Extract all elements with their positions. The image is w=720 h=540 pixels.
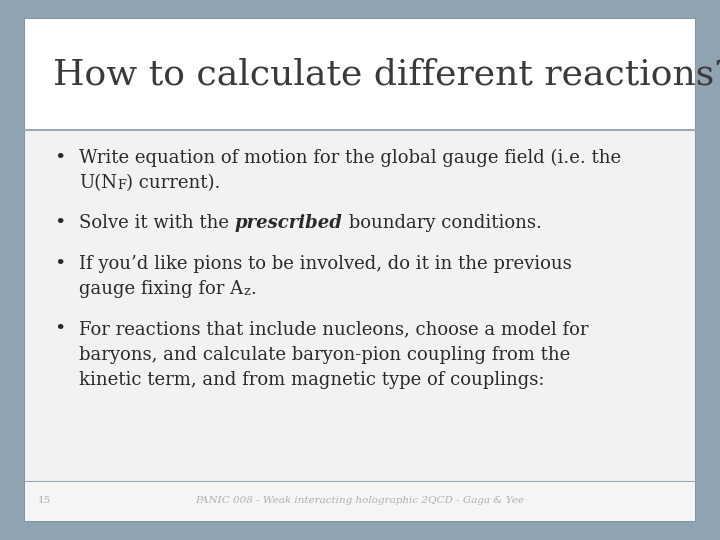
Text: z: z [243,285,251,298]
Text: PANIC 008 - Weak interacting holographic 2QCD - Gaga & Yee: PANIC 008 - Weak interacting holographic… [196,496,524,505]
Text: 15: 15 [38,496,51,505]
Text: For reactions that include nucleons, choose a model for: For reactions that include nucleons, cho… [79,320,589,339]
Text: •: • [54,148,66,166]
Text: •: • [54,255,66,273]
Text: Write equation of motion for the global gauge field (i.e. the: Write equation of motion for the global … [79,148,621,167]
Text: baryons, and calculate baryon-pion coupling from the: baryons, and calculate baryon-pion coupl… [79,346,570,363]
Text: F: F [117,179,126,192]
Text: If you’d like pions to be involved, do it in the previous: If you’d like pions to be involved, do i… [79,255,572,273]
Text: .: . [251,280,256,298]
Text: ) current).: ) current). [126,174,220,192]
Text: How to calculate different reactions?: How to calculate different reactions? [53,57,720,91]
Text: •: • [54,214,66,232]
Text: kinetic term, and from magnetic type of couplings:: kinetic term, and from magnetic type of … [79,371,545,389]
Bar [25,481,695,521]
Text: Solve it with the: Solve it with the [79,214,235,232]
Text: prescribed: prescribed [235,214,343,232]
Text: gauge fixing for A: gauge fixing for A [79,280,243,298]
Bar [25,19,695,130]
Text: U(N: U(N [79,174,117,192]
Bar [25,130,695,481]
Text: boundary conditions.: boundary conditions. [343,214,541,232]
Text: •: • [54,320,66,339]
